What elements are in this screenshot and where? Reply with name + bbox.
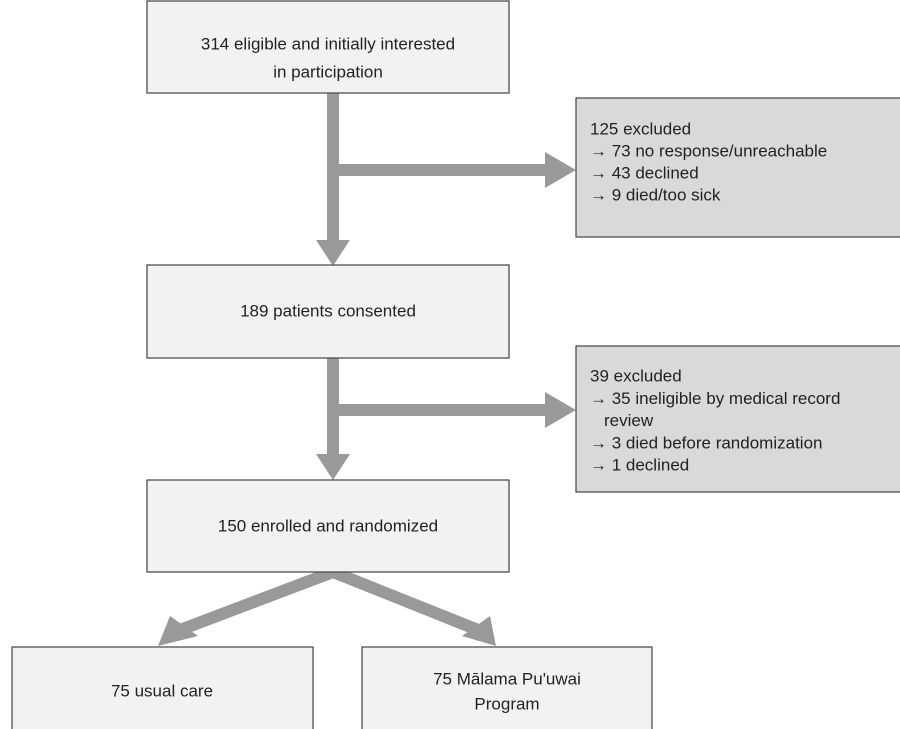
node-text: 39 excluded	[590, 366, 682, 385]
arrow-head	[158, 616, 198, 646]
arrow-head	[316, 454, 350, 480]
node-text: → 9 died/too sick	[590, 185, 721, 204]
node-text: 189 patients consented	[240, 301, 416, 320]
arrow-head	[316, 240, 350, 266]
node-text: Program	[474, 694, 539, 713]
box	[146, 264, 510, 359]
box	[146, 0, 510, 94]
node-text: → 43 declined	[590, 163, 699, 182]
node-text: → 1 declined	[590, 456, 689, 475]
node-text: 75 usual care	[111, 681, 213, 700]
node-text: 125 excluded	[590, 119, 691, 138]
box	[361, 646, 653, 729]
arrow-shaft	[177, 565, 481, 636]
box	[146, 479, 510, 573]
exclusion-box	[575, 345, 900, 493]
node-text: → 73 no response/unreachable	[590, 141, 827, 160]
node-text: 150 enrolled and randomized	[218, 516, 438, 535]
arrow-head	[545, 392, 576, 428]
arrow-head	[545, 152, 576, 188]
node-text: 75 Mālama Pu'uwai	[433, 669, 581, 688]
box	[11, 646, 314, 729]
node-text: 314 eligible and initially interested	[201, 34, 455, 53]
node-text: → 35 ineligible by medical record	[590, 389, 840, 408]
node-text: review	[604, 411, 654, 430]
node-text: in participation	[273, 62, 383, 81]
labels: 314 eligible and initially interested in …	[111, 34, 840, 713]
node-text: → 3 died before randomization	[590, 433, 822, 452]
arrow-head	[462, 616, 496, 646]
exclusion-box	[575, 97, 900, 238]
